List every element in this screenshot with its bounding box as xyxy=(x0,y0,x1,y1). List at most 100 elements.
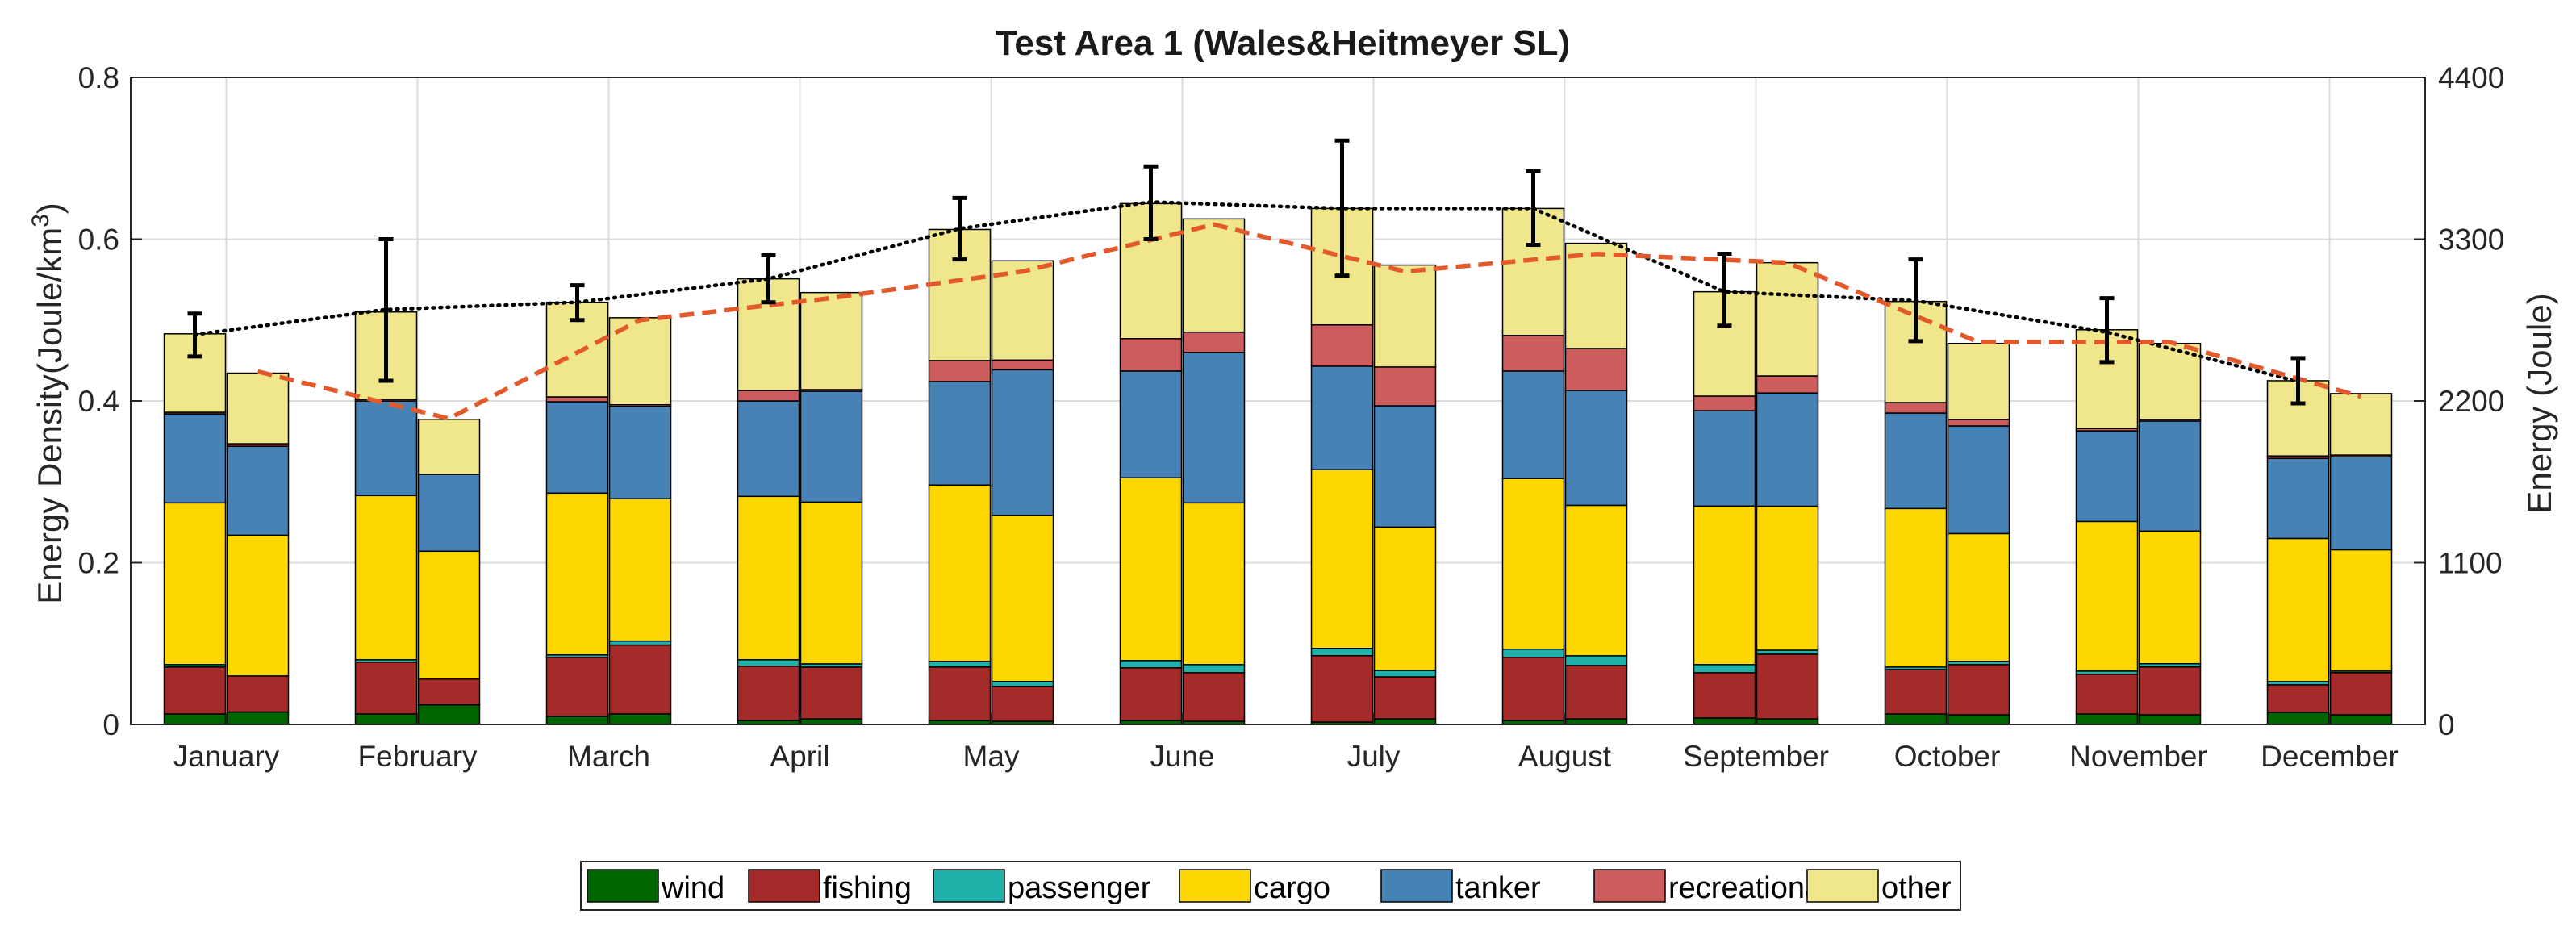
bar-segment-right xyxy=(608,498,672,642)
bar-segment-right xyxy=(991,681,1054,687)
bar-segment-right xyxy=(1182,664,1246,674)
category-label: April xyxy=(770,740,829,773)
legend-swatch xyxy=(1806,869,1879,903)
bar-segment-left xyxy=(2266,457,2330,540)
bar-segment-right xyxy=(1182,331,1246,353)
bar-segment-left xyxy=(545,492,609,656)
bar-segment-right xyxy=(1947,664,2010,716)
tick-label-right: 4400 xyxy=(2438,61,2504,94)
category-label: December xyxy=(2261,740,2399,773)
bar-segment-left xyxy=(1693,717,1756,725)
chart-title: Test Area 1 (Wales&Heitmeyer SL) xyxy=(996,23,1570,63)
category-label: July xyxy=(1347,740,1401,773)
category-label: February xyxy=(357,740,478,773)
bar-segment-left xyxy=(1884,402,1948,414)
bar-segment-right xyxy=(1756,392,1819,507)
bar-segment-left xyxy=(354,400,418,497)
legend-swatch xyxy=(1179,869,1251,903)
bar-segment-right xyxy=(991,260,1054,361)
bar-segment-right xyxy=(2138,420,2202,532)
bar-segment-right xyxy=(1373,676,1437,720)
bar-segment-right xyxy=(417,474,481,553)
bar-segment-left xyxy=(1501,649,1565,658)
bar-segment-left xyxy=(545,401,609,495)
bar-segment-right xyxy=(1182,502,1246,666)
bar-segment-right xyxy=(1373,405,1437,528)
bar-segment-left xyxy=(1884,669,1948,715)
bar-segment-right xyxy=(608,405,672,499)
bar-segment-right xyxy=(1756,653,1819,720)
bar-segment-right xyxy=(1373,526,1437,671)
bar-segment-right xyxy=(2138,666,2202,716)
lines xyxy=(193,200,2362,421)
bar-segment-right xyxy=(2329,549,2393,672)
bar-segment-right xyxy=(800,718,863,725)
category-label: June xyxy=(1150,740,1214,773)
bar-segment-left xyxy=(928,661,992,668)
legend: wind fishing passenger cargo tanker recreatio… xyxy=(580,861,1961,911)
bar-segment-left xyxy=(163,713,227,725)
bar-segment-right xyxy=(1182,672,1246,722)
y-axis-label-left: Energy Density(Joule/km3) xyxy=(27,202,69,604)
bar-segment-right xyxy=(2329,672,2393,716)
dashed-line xyxy=(257,222,2362,421)
tick-label-left: 0.2 xyxy=(78,547,119,580)
bar-segment-left xyxy=(1119,370,1183,478)
axis-ticks: 0 0.2 0.4 0.6 0.8 0 1100 2200 3300 4400 January Feb… xyxy=(78,61,2505,773)
bar-segment-left xyxy=(2266,537,2330,682)
tick-label-left: 0 xyxy=(102,708,119,741)
bar-segment-right xyxy=(1756,718,1819,725)
bar-segment-left xyxy=(737,659,800,667)
legend-label: tanker xyxy=(1455,871,1541,905)
bar-segment-left xyxy=(1501,207,1565,336)
bar-segment-left xyxy=(1310,365,1374,470)
legend-swatch xyxy=(587,869,659,903)
bar-segment-left xyxy=(1119,338,1183,372)
dotted-line xyxy=(193,200,2300,384)
bar-segment-right xyxy=(1564,665,1628,720)
bar-segment-right xyxy=(226,534,290,677)
bar-segment-left xyxy=(163,413,227,504)
tick-label-right: 0 xyxy=(2438,708,2455,741)
bar-segment-left xyxy=(1119,477,1183,662)
bar-segment-right xyxy=(226,711,290,725)
bars xyxy=(163,202,2393,725)
bar-segment-left xyxy=(1693,410,1756,507)
bar-segment-left xyxy=(2266,712,2330,725)
bar-segment-left xyxy=(545,657,609,717)
bar-segment-left xyxy=(1119,660,1183,669)
category-label: September xyxy=(1683,740,1829,773)
legend-label: other xyxy=(1881,871,1952,905)
category-label: January xyxy=(173,740,280,773)
bar-segment-right xyxy=(1373,670,1437,678)
category-label: May xyxy=(963,740,1020,773)
bar-segment-left xyxy=(1501,657,1565,721)
bar-segment-right xyxy=(991,359,1054,371)
bar-segment-left xyxy=(928,360,992,382)
bar-segment-right xyxy=(991,369,1054,516)
bar-segment-right xyxy=(1756,375,1819,394)
bar-segment-left xyxy=(737,495,800,661)
legend-swatch xyxy=(748,869,820,903)
bar-segment-right xyxy=(2329,456,2393,551)
bar-segment-right xyxy=(1373,264,1437,368)
bar-segment-right xyxy=(800,501,863,665)
legend-swatch xyxy=(933,869,1005,903)
bar-segment-right xyxy=(608,713,672,725)
tick-label-right: 3300 xyxy=(2438,223,2504,257)
bar-segment-right xyxy=(1564,655,1628,666)
legend-label: cargo xyxy=(1254,871,1330,905)
bar-segment-right xyxy=(1947,419,2010,427)
bar-segment-left xyxy=(163,502,227,666)
bar-segment-left xyxy=(2266,684,2330,713)
category-label: November xyxy=(2069,740,2207,773)
bar-segment-right xyxy=(226,445,290,536)
bar-segment-right xyxy=(417,704,481,725)
bar-segment-right xyxy=(1564,242,1628,349)
tick-label-right: 1100 xyxy=(2438,547,2503,580)
bar-segment-left xyxy=(1119,667,1183,721)
bar-segment-left xyxy=(928,666,992,721)
bar-segment-right xyxy=(1947,425,2010,535)
bar-segment-left xyxy=(1693,664,1756,674)
